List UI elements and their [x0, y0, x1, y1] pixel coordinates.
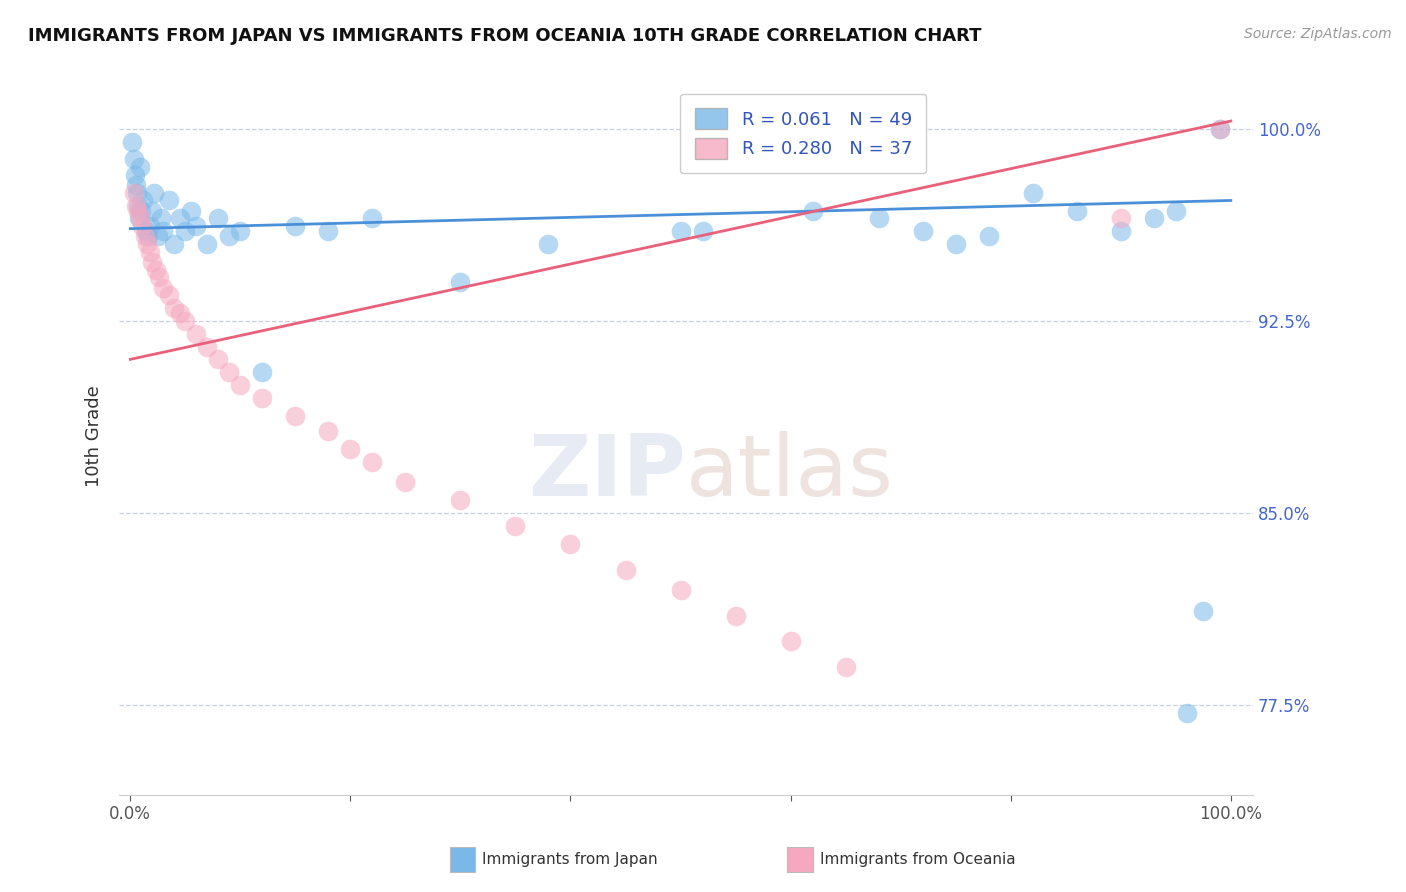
Point [163, 237, 186, 252]
Point [139, 244, 162, 259]
Point [163, 301, 186, 315]
Text: Immigrants from Japan: Immigrants from Japan [482, 853, 658, 867]
Point [174, 314, 197, 328]
Point [131, 219, 153, 233]
Point [136, 229, 159, 244]
Point [1209, 121, 1232, 136]
Point [150, 211, 173, 226]
Point [1066, 203, 1088, 218]
Point [186, 326, 208, 341]
Point [1209, 121, 1232, 136]
Point [1175, 706, 1198, 720]
Point [449, 276, 471, 290]
Point [669, 582, 692, 597]
Point [207, 352, 229, 367]
Point [1143, 211, 1166, 226]
Point [124, 168, 146, 182]
Text: Immigrants from Oceania: Immigrants from Oceania [820, 853, 1015, 867]
Point [252, 391, 274, 405]
Point [135, 224, 157, 238]
Point [911, 224, 934, 238]
Point [868, 211, 890, 226]
Point [121, 135, 143, 149]
Point [724, 608, 747, 623]
Point [394, 475, 416, 490]
Point [1164, 203, 1187, 218]
Point [174, 224, 197, 238]
Point [537, 237, 560, 252]
Point [146, 229, 169, 244]
Point [692, 224, 714, 238]
Point [129, 160, 152, 174]
Point [218, 229, 240, 244]
Point [945, 237, 967, 252]
Point [195, 237, 218, 252]
Point [284, 219, 307, 233]
Point [148, 270, 170, 285]
Text: atlas: atlas [686, 431, 894, 514]
Point [135, 237, 157, 252]
Point [284, 409, 307, 423]
Point [122, 153, 145, 167]
Point [152, 224, 174, 238]
Point [152, 280, 174, 294]
Point [318, 224, 340, 238]
Point [128, 211, 150, 226]
Legend: R = 0.061   N = 49, R = 0.280   N = 37: R = 0.061 N = 49, R = 0.280 N = 37 [681, 94, 927, 173]
Point [125, 198, 148, 212]
Point [834, 660, 856, 674]
Point [129, 203, 152, 218]
Point [145, 262, 167, 277]
Point [127, 198, 149, 212]
Point [801, 203, 824, 218]
Point [318, 424, 340, 438]
Point [180, 203, 202, 218]
Point [157, 288, 180, 302]
Point [195, 340, 218, 354]
Point [779, 634, 801, 648]
Point [252, 365, 274, 379]
Point [449, 493, 471, 508]
Point [122, 186, 145, 200]
Point [186, 219, 208, 233]
Text: ZIP: ZIP [529, 431, 686, 514]
Point [614, 562, 637, 576]
Point [127, 203, 149, 218]
Point [157, 194, 180, 208]
Point [361, 211, 384, 226]
Point [339, 442, 361, 456]
Point [669, 224, 692, 238]
Point [1109, 224, 1132, 238]
Point [129, 211, 152, 226]
Point [169, 211, 191, 226]
Point [134, 229, 156, 244]
Point [143, 186, 166, 200]
Point [361, 455, 384, 469]
Text: IMMIGRANTS FROM JAPAN VS IMMIGRANTS FROM OCEANIA 10TH GRADE CORRELATION CHART: IMMIGRANTS FROM JAPAN VS IMMIGRANTS FROM… [28, 27, 981, 45]
Point [1109, 211, 1132, 226]
Point [139, 219, 162, 233]
Point [560, 537, 582, 551]
Point [132, 194, 155, 208]
Point [125, 186, 148, 200]
Point [505, 519, 527, 533]
Point [229, 224, 252, 238]
Point [125, 178, 148, 192]
Point [207, 211, 229, 226]
Point [218, 365, 240, 379]
Point [141, 203, 163, 218]
Point [1192, 603, 1215, 617]
Point [1022, 186, 1045, 200]
Point [977, 229, 1000, 244]
Point [141, 255, 163, 269]
Text: Source: ZipAtlas.com: Source: ZipAtlas.com [1244, 27, 1392, 41]
Point [169, 306, 191, 320]
Y-axis label: 10th Grade: 10th Grade [86, 385, 103, 487]
Point [229, 378, 252, 392]
